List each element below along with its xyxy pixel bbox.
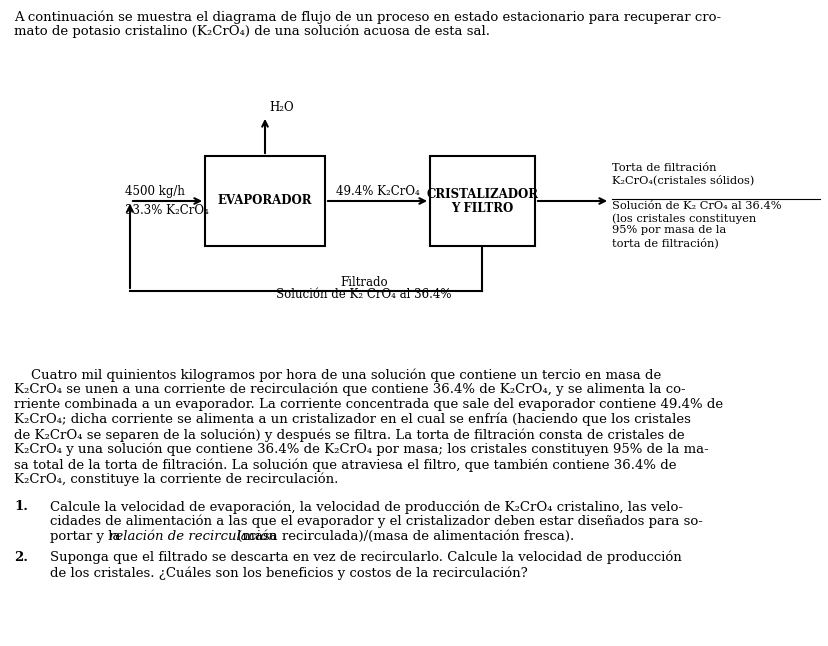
Bar [430,156,534,246]
Text: Torta de filtración: Torta de filtración [611,163,715,173]
Text: relación de recirculación: relación de recirculación [109,530,277,543]
Text: Solución de K₂ CrO₄ al 36.4%: Solución de K₂ CrO₄ al 36.4% [611,201,781,211]
Text: CRISTALIZADOR: CRISTALIZADOR [426,189,538,202]
Bar [205,156,325,246]
Text: Cuatro mil quinientos kilogramos por hora de una solución que contiene un tercio: Cuatro mil quinientos kilogramos por hor… [14,368,661,382]
Text: Solución de K₂ CrO₄ al 36.4%: Solución de K₂ CrO₄ al 36.4% [276,288,451,301]
Text: K₂CrO₄(cristales sólidos): K₂CrO₄(cristales sólidos) [611,174,753,185]
Text: EVAPORADOR: EVAPORADOR [218,194,312,207]
Text: H₂O: H₂O [268,101,293,114]
Text: K₂CrO₄ se unen a una corriente de recirculación que contiene 36.4% de K₂CrO₄, y : K₂CrO₄ se unen a una corriente de recirc… [14,383,685,397]
Text: mato de potasio cristalino (K₂CrO₄) de una solución acuosa de esta sal.: mato de potasio cristalino (K₂CrO₄) de u… [14,25,489,39]
Text: 1.: 1. [14,500,28,513]
Text: torta de filtración): torta de filtración) [611,237,718,248]
Text: Y FILTRO: Y FILTRO [450,202,513,216]
Text: Calcule la velocidad de evaporación, la velocidad de producción de K₂CrO₄ crista: Calcule la velocidad de evaporación, la … [50,500,682,514]
Text: cidades de alimentación a las que el evaporador y el cristalizador deben estar d: cidades de alimentación a las que el eva… [50,515,702,528]
Text: 2.: 2. [14,551,28,564]
Text: 33.3% K₂CrO₄: 33.3% K₂CrO₄ [125,204,209,217]
Text: 49.4% K₂CrO₄: 49.4% K₂CrO₄ [335,185,419,198]
Text: rriente combinada a un evaporador. La corriente concentrada que sale del evapora: rriente combinada a un evaporador. La co… [14,398,722,411]
Text: 95% por masa de la: 95% por masa de la [611,225,725,235]
Text: (masa recirculada)/(masa de alimentación fresca).: (masa recirculada)/(masa de alimentación… [233,530,573,543]
Text: 4500 kg/h: 4500 kg/h [125,185,185,198]
Text: (los cristales constituyen: (los cristales constituyen [611,213,755,224]
Text: portar y la: portar y la [50,530,124,543]
Text: K₂CrO₄ y una solución que contiene 36.4% de K₂CrO₄ por masa; los cristales const: K₂CrO₄ y una solución que contiene 36.4%… [14,443,708,457]
Text: A continuación se muestra el diagrama de flujo de un proceso en estado estaciona: A continuación se muestra el diagrama de… [14,11,720,25]
Text: de K₂CrO₄ se separen de la solución) y después se filtra. La torta de filtración: de K₂CrO₄ se separen de la solución) y d… [14,428,684,441]
Text: K₂CrO₄; dicha corriente se alimenta a un cristalizador en el cual se enfría (hac: K₂CrO₄; dicha corriente se alimenta a un… [14,413,690,426]
Text: Suponga que el filtrado se descarta en vez de recircularlo. Calcule la velocidad: Suponga que el filtrado se descarta en v… [50,551,681,565]
Text: de los cristales. ¿Cuáles son los beneficios y costos de la recirculación?: de los cristales. ¿Cuáles son los benefi… [50,566,527,579]
Text: sa total de la torta de filtración. La solución que atraviesa el filtro, que tam: sa total de la torta de filtración. La s… [14,458,676,472]
Text: K₂CrO₄, constituye la corriente de recirculación.: K₂CrO₄, constituye la corriente de recir… [14,473,338,486]
Text: Filtrado: Filtrado [339,276,388,289]
